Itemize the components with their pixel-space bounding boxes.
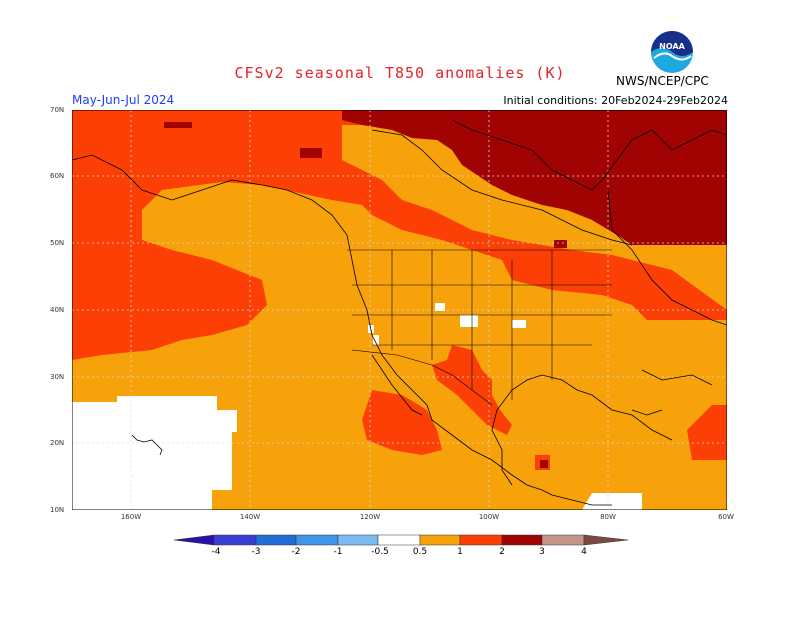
lat-label-50n: 50N	[50, 239, 65, 247]
anomaly-2-3-plains	[554, 240, 567, 248]
lon-label-160w: 160W	[120, 513, 142, 521]
lat-label-60n: 60N	[50, 172, 65, 180]
anomaly-2-3-alaska-spot2	[300, 148, 322, 158]
anomaly-map	[72, 110, 727, 510]
colorbar-bin	[459, 534, 503, 546]
lat-label-40n: 40N	[50, 306, 65, 314]
lon-label-100w: 100W	[478, 513, 500, 521]
lon-label-60w: 60W	[718, 513, 734, 521]
logo-text: NOAA	[659, 42, 685, 51]
initial-conditions: Initial conditions: 20Feb2024-29Feb2024	[503, 94, 728, 107]
colorbar-arrow-right	[583, 534, 628, 546]
anomaly-2-3-canada	[342, 110, 727, 245]
colorbar-bin	[295, 534, 339, 546]
colorbar-bin	[213, 534, 257, 546]
graticule	[72, 110, 727, 510]
lon-label-80w: 80W	[600, 513, 616, 521]
coastlines	[72, 119, 727, 506]
lat-label-30n: 30N	[50, 373, 65, 381]
anomaly-2-3-alaska-spot1	[164, 122, 192, 128]
agency-label: NWS/NCEP/CPC	[616, 74, 709, 88]
lat-label-20n: 20N	[50, 439, 65, 447]
lon-label-120w: 120W	[359, 513, 381, 521]
colorbar-bin	[255, 534, 297, 546]
near-zero-region-east	[582, 493, 642, 510]
color-bar	[174, 534, 628, 546]
colorbar-label: -4	[211, 547, 221, 557]
anomaly-2-3-central-am	[540, 460, 548, 468]
lon-label-140w: 140W	[239, 513, 261, 521]
colorbar-bin	[377, 534, 421, 546]
colorbar-label: 4	[581, 547, 587, 557]
colorbar-bin	[501, 534, 543, 546]
near-zero-region-pacific	[72, 396, 237, 510]
colorbar-label: -0.5	[371, 547, 389, 557]
colorbar-arrow-left	[174, 534, 215, 546]
colorbar-label: 1	[457, 547, 463, 557]
forecast-period: May-Jun-Jul 2024	[72, 93, 175, 107]
colorbar-label: -3	[251, 547, 261, 557]
colorbar-bin	[419, 534, 461, 546]
colorbar-bin	[337, 534, 379, 546]
anomaly-1-2-pacific	[72, 110, 727, 360]
lat-label-10n: 10N	[50, 506, 65, 514]
colorbar-label: 0.5	[412, 547, 428, 557]
political-borders	[347, 249, 612, 406]
colorbar-label: -1	[333, 547, 343, 557]
colorbar-label: 3	[539, 547, 545, 557]
colorbar-label: -2	[291, 547, 301, 557]
map-title: CFSv2 seasonal T850 anomalies (K)	[234, 64, 566, 82]
anomaly-1-2-gulf-ca	[362, 390, 442, 455]
colorbar-bin	[541, 534, 585, 546]
lat-label-70n: 70N	[50, 106, 65, 114]
colorbar-label: 2	[499, 547, 505, 557]
noaa-logo: NOAA	[651, 31, 693, 73]
anomaly-1-2-atlantic	[687, 405, 727, 460]
